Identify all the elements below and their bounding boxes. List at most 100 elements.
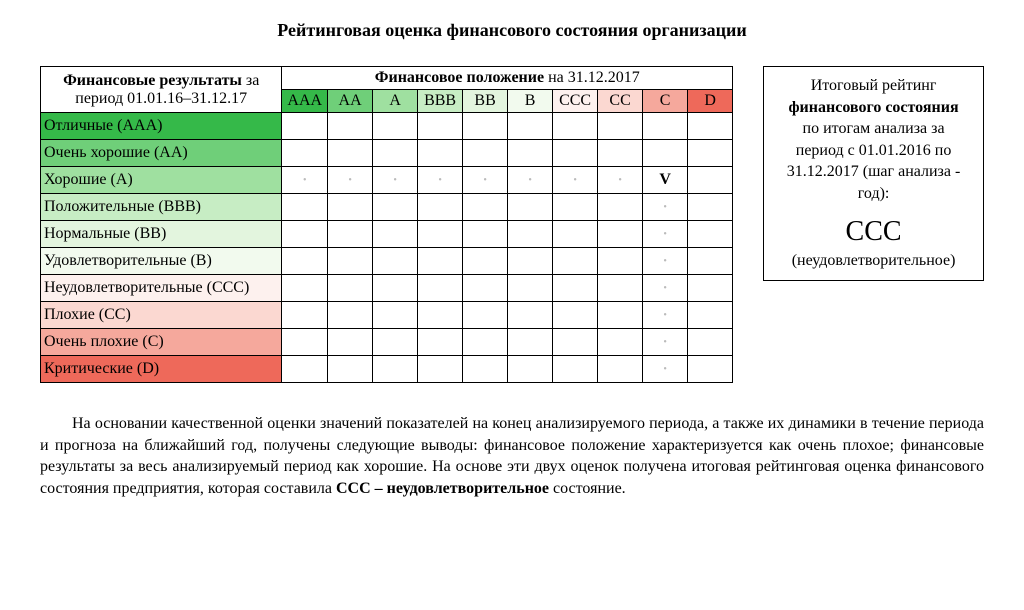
cell — [328, 221, 373, 248]
cell — [282, 329, 328, 356]
cell — [508, 140, 553, 167]
row-label: Плохие (CC) — [41, 302, 282, 329]
summary-line3: по итогам анализа за период с 01.01.2016… — [778, 118, 969, 204]
cell — [373, 140, 418, 167]
cell — [598, 194, 643, 221]
cell — [508, 194, 553, 221]
position-header: Финансовое положение на 31.12.2017 — [282, 67, 733, 90]
cell — [463, 140, 508, 167]
cell — [553, 194, 598, 221]
cell — [282, 113, 328, 140]
summary-rating: CCC — [778, 213, 969, 251]
cell: • — [643, 302, 688, 329]
col-C: C — [643, 90, 688, 113]
cell — [328, 302, 373, 329]
cell — [328, 356, 373, 383]
cell: • — [643, 356, 688, 383]
cell — [328, 194, 373, 221]
row-label: Очень хорошие (AA) — [41, 140, 282, 167]
cell — [688, 248, 733, 275]
cell — [328, 329, 373, 356]
cell — [688, 113, 733, 140]
summary-line2: финансового состояния — [778, 97, 969, 119]
cell — [688, 329, 733, 356]
cell: • — [598, 167, 643, 194]
row-label: Критические (D) — [41, 356, 282, 383]
cell — [508, 221, 553, 248]
cell: • — [643, 221, 688, 248]
cell — [463, 302, 508, 329]
cell — [553, 248, 598, 275]
cell — [508, 275, 553, 302]
cell: • — [373, 167, 418, 194]
cell: • — [553, 167, 598, 194]
cell — [553, 275, 598, 302]
col-CCC: CCC — [553, 90, 598, 113]
cell — [463, 113, 508, 140]
cell — [282, 140, 328, 167]
col-B: B — [508, 90, 553, 113]
cell — [418, 194, 463, 221]
cell — [463, 275, 508, 302]
cell: • — [643, 194, 688, 221]
cell — [282, 302, 328, 329]
cell — [463, 221, 508, 248]
cell — [328, 275, 373, 302]
cell: • — [643, 275, 688, 302]
cell — [688, 194, 733, 221]
cell — [328, 140, 373, 167]
cell: • — [463, 167, 508, 194]
cell — [598, 329, 643, 356]
cell: • — [643, 248, 688, 275]
cell — [373, 194, 418, 221]
summary-box: Итоговый рейтинг финансового состояния п… — [763, 66, 984, 281]
row-label: Нормальные (BB) — [41, 221, 282, 248]
cell — [553, 140, 598, 167]
cell — [508, 329, 553, 356]
cell — [418, 356, 463, 383]
cell — [508, 356, 553, 383]
cell — [508, 248, 553, 275]
cell — [598, 356, 643, 383]
cell — [373, 302, 418, 329]
cell — [688, 221, 733, 248]
cell — [418, 221, 463, 248]
row-label: Отличные (AAA) — [41, 113, 282, 140]
summary-rating-desc: (неудовлетворительное) — [778, 250, 969, 272]
cell — [508, 302, 553, 329]
row-label: Удовлетворительные (B) — [41, 248, 282, 275]
cell: • — [282, 167, 328, 194]
cell — [598, 275, 643, 302]
col-BBB: BBB — [418, 90, 463, 113]
cell — [463, 248, 508, 275]
cell — [373, 275, 418, 302]
cell — [282, 275, 328, 302]
col-AA: AA — [328, 90, 373, 113]
row-label: Положительные (BBB) — [41, 194, 282, 221]
cell: • — [328, 167, 373, 194]
row-label: Очень плохие (C) — [41, 329, 282, 356]
cell — [553, 356, 598, 383]
cell: • — [418, 167, 463, 194]
col-BB: BB — [463, 90, 508, 113]
cell — [418, 140, 463, 167]
results-header: Финансовые результаты за период 01.01.16… — [41, 67, 282, 113]
cell — [688, 302, 733, 329]
cell — [643, 140, 688, 167]
cell — [508, 113, 553, 140]
cell — [598, 248, 643, 275]
col-D: D — [688, 90, 733, 113]
cell — [463, 329, 508, 356]
cell — [688, 140, 733, 167]
cell — [553, 113, 598, 140]
summary-line1: Итоговый рейтинг — [778, 75, 969, 97]
cell — [688, 167, 733, 194]
cell — [553, 302, 598, 329]
col-AAA: AAA — [282, 90, 328, 113]
cell — [418, 302, 463, 329]
cell — [598, 140, 643, 167]
cell — [418, 113, 463, 140]
col-CC: CC — [598, 90, 643, 113]
row-label: Хорошие (A) — [41, 167, 282, 194]
conclusion-paragraph: На основании качественной оценки значени… — [40, 413, 984, 499]
